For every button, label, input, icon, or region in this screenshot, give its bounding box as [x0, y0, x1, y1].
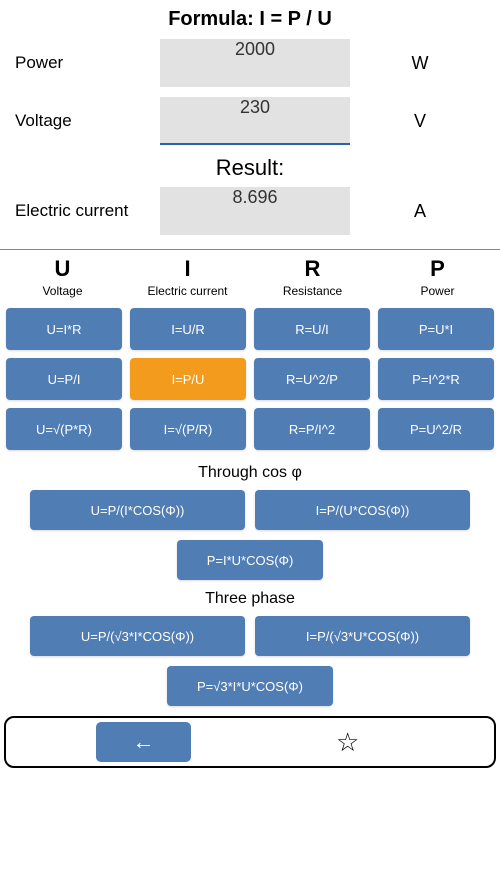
power-label: Power: [10, 53, 160, 73]
input-row-voltage: Voltage 230 V: [10, 97, 490, 145]
cos-single-row: P=I*U*COS(Φ): [0, 536, 500, 584]
back-button[interactable]: ←: [96, 722, 191, 762]
three-row: U=P/(√3*I*COS(Φ)) I=P/(√3*U*COS(Φ)): [0, 610, 500, 662]
category-u: U Voltage: [0, 256, 125, 298]
voltage-unit: V: [350, 111, 490, 132]
back-arrow-icon: ←: [133, 729, 155, 755]
header: Formula: I = P / U: [0, 0, 500, 35]
formula-grid: U=I*RI=U/RR=U/IP=U*I U=P/II=P/UR=U^2/PP=I…: [0, 300, 500, 458]
result-unit: A: [350, 201, 490, 222]
category-r: R Resistance: [250, 256, 375, 298]
formula-btn-three-i[interactable]: I=P/(√3*U*COS(Φ)): [255, 616, 470, 656]
three-single-row: P=√3*I*U*COS(Φ): [0, 662, 500, 710]
formula-btn[interactable]: I=U/R: [130, 308, 246, 350]
formula-btn[interactable]: R=U^2/P: [254, 358, 370, 400]
star-icon: ☆: [336, 727, 359, 757]
voltage-label: Voltage: [10, 111, 160, 131]
formula-btn[interactable]: U=√(P*R): [6, 408, 122, 450]
formula-btn[interactable]: I=√(P/R): [130, 408, 246, 450]
power-input[interactable]: 2000: [160, 39, 350, 87]
cos-row: U=P/(I*COS(Φ)) I=P/(U*COS(Φ)): [0, 484, 500, 536]
formula-btn[interactable]: P=U^2/R: [378, 408, 494, 450]
category-i: I Electric current: [125, 256, 250, 298]
input-row-power: Power 2000 W: [10, 39, 490, 87]
category-p: P Power: [375, 256, 500, 298]
bottom-bar: ← ☆: [4, 716, 496, 768]
formula-btn[interactable]: U=P/I: [6, 358, 122, 400]
formula-title: Formula: I = P / U: [0, 8, 500, 31]
formula-btn-cos-i[interactable]: I=P/(U*COS(Φ)): [255, 490, 470, 530]
formula-btn[interactable]: R=U/I: [254, 308, 370, 350]
result-heading: Result:: [10, 155, 490, 181]
favorite-button[interactable]: ☆: [336, 727, 359, 758]
input-row-result: Electric current 8.696 A: [10, 187, 490, 235]
voltage-input[interactable]: 230: [160, 97, 350, 145]
section-cos-label: Through cos φ: [0, 464, 500, 482]
formula-btn[interactable]: R=P/I^2: [254, 408, 370, 450]
formula-btn[interactable]: P=I^2*R: [378, 358, 494, 400]
section-three-label: Three phase: [0, 590, 500, 608]
formula-btn[interactable]: P=U*I: [378, 308, 494, 350]
formula-btn-cos-u[interactable]: U=P/(I*COS(Φ)): [30, 490, 245, 530]
formula-btn-cos-p[interactable]: P=I*U*COS(Φ): [177, 540, 324, 580]
formula-btn-three-p[interactable]: P=√3*I*U*COS(Φ): [167, 666, 333, 706]
category-row: U Voltage I Electric current R Resistanc…: [0, 250, 500, 300]
result-label: Electric current: [10, 201, 160, 221]
formula-btn-three-u[interactable]: U=P/(√3*I*COS(Φ)): [30, 616, 245, 656]
formula-btn[interactable]: U=I*R: [6, 308, 122, 350]
formula-btn[interactable]: I=P/U: [130, 358, 246, 400]
input-section: Power 2000 W Voltage 230 V Result: Elect…: [0, 35, 500, 245]
power-unit: W: [350, 53, 490, 74]
result-output: 8.696: [160, 187, 350, 235]
